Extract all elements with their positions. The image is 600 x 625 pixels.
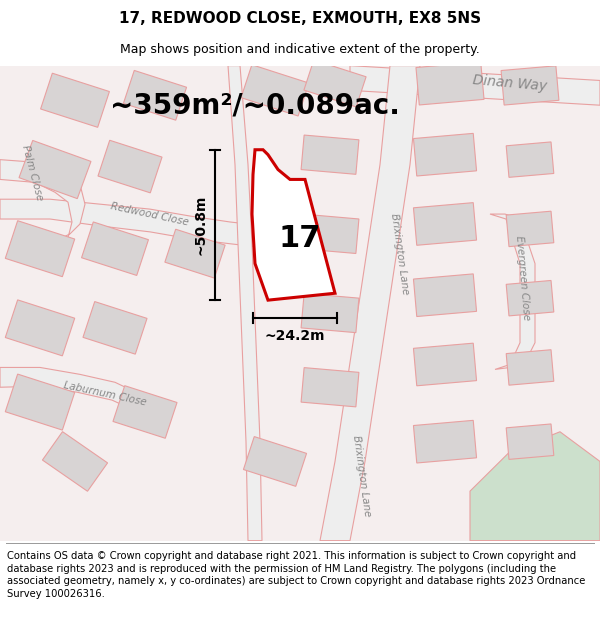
- Text: Laburnum Close: Laburnum Close: [62, 381, 148, 408]
- Polygon shape: [501, 66, 559, 105]
- Polygon shape: [413, 133, 476, 176]
- Polygon shape: [241, 65, 309, 116]
- Polygon shape: [0, 66, 600, 541]
- Polygon shape: [19, 141, 91, 199]
- Polygon shape: [124, 71, 187, 120]
- Polygon shape: [252, 150, 335, 300]
- Polygon shape: [43, 432, 107, 491]
- Polygon shape: [301, 214, 359, 254]
- Polygon shape: [165, 229, 225, 278]
- Polygon shape: [506, 424, 554, 459]
- Polygon shape: [98, 140, 162, 193]
- Polygon shape: [5, 374, 75, 430]
- Polygon shape: [41, 73, 109, 127]
- Polygon shape: [301, 135, 359, 174]
- Polygon shape: [5, 221, 75, 277]
- Text: ~50.8m: ~50.8m: [194, 195, 208, 255]
- Text: Brixington Lane: Brixington Lane: [352, 435, 373, 518]
- Polygon shape: [301, 293, 359, 333]
- Polygon shape: [0, 368, 155, 425]
- Polygon shape: [304, 60, 366, 107]
- Polygon shape: [0, 199, 265, 248]
- Polygon shape: [83, 302, 147, 354]
- Polygon shape: [320, 66, 420, 541]
- Text: Evergreen Close: Evergreen Close: [514, 236, 532, 321]
- Text: Contains OS data © Crown copyright and database right 2021. This information is : Contains OS data © Crown copyright and d…: [7, 551, 586, 599]
- Text: Brixington Lane: Brixington Lane: [389, 213, 410, 295]
- Polygon shape: [5, 300, 75, 356]
- Polygon shape: [0, 159, 85, 254]
- Polygon shape: [350, 66, 600, 105]
- Polygon shape: [470, 432, 600, 541]
- Polygon shape: [506, 281, 554, 316]
- Polygon shape: [490, 214, 535, 369]
- Polygon shape: [506, 142, 554, 177]
- Text: ~359m²/~0.089ac.: ~359m²/~0.089ac.: [110, 91, 400, 119]
- Text: ~24.2m: ~24.2m: [265, 329, 325, 342]
- Text: Redwood Close: Redwood Close: [110, 201, 190, 228]
- Polygon shape: [413, 274, 476, 316]
- Text: Map shows position and indicative extent of the property.: Map shows position and indicative extent…: [120, 42, 480, 56]
- Polygon shape: [82, 222, 148, 276]
- Polygon shape: [413, 202, 476, 245]
- Text: 17, REDWOOD CLOSE, EXMOUTH, EX8 5NS: 17, REDWOOD CLOSE, EXMOUTH, EX8 5NS: [119, 11, 481, 26]
- Polygon shape: [416, 62, 484, 105]
- Text: Dinan Way: Dinan Way: [472, 73, 548, 94]
- Polygon shape: [228, 66, 262, 541]
- Text: Palm Close: Palm Close: [20, 144, 44, 201]
- Polygon shape: [244, 437, 307, 486]
- Polygon shape: [113, 386, 177, 438]
- Polygon shape: [301, 368, 359, 407]
- Polygon shape: [506, 350, 554, 385]
- Polygon shape: [413, 343, 476, 386]
- Text: 17: 17: [279, 224, 321, 253]
- Polygon shape: [506, 211, 554, 247]
- Polygon shape: [413, 421, 476, 463]
